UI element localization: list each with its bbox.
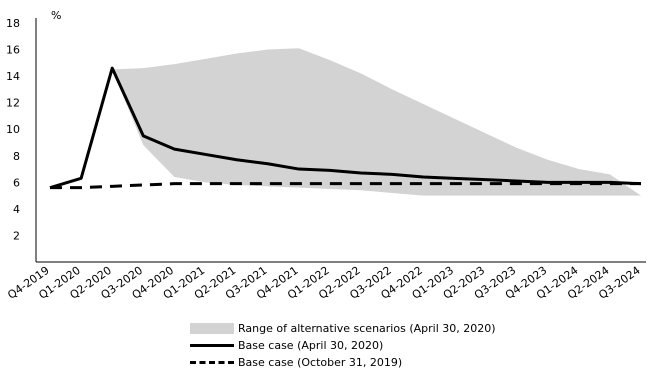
y-tick-label: 18 xyxy=(6,17,20,30)
legend-item-range: Range of alternative scenarios (April 30… xyxy=(190,320,496,337)
legend-label-range: Range of alternative scenarios (April 30… xyxy=(238,322,496,335)
legend-swatch-solid xyxy=(190,344,234,347)
y-tick-label: 10 xyxy=(6,123,20,136)
y-tick-label: 6 xyxy=(13,176,20,189)
legend-label-base-oct: Base case (October 31, 2019) xyxy=(238,356,403,369)
legend-item-base-apr: Base case (April 30, 2020) xyxy=(190,337,496,354)
scenario-range-band xyxy=(112,48,642,196)
y-tick-labels: 2 4 6 8 10 12 14 16 18 xyxy=(6,17,20,242)
x-tick-labels: Q4-2019Q1-2020Q2-2020Q3-2020Q4-2020Q1-20… xyxy=(5,264,642,302)
legend: Range of alternative scenarios (April 30… xyxy=(190,320,496,371)
legend-item-base-oct: Base case (October 31, 2019) xyxy=(190,354,496,371)
base-case-apr-2020-line xyxy=(49,66,642,190)
y-tick-label: 14 xyxy=(6,70,20,83)
legend-swatch-dashed xyxy=(190,361,234,364)
y-tick-label: 12 xyxy=(6,97,20,110)
y-axis-unit-label: % xyxy=(51,9,61,22)
legend-label-base-apr: Base case (April 30, 2020) xyxy=(238,339,384,352)
legend-swatch-band xyxy=(190,323,234,334)
y-tick-label: 4 xyxy=(13,203,20,216)
y-tick-label: 2 xyxy=(13,229,20,242)
y-tick-label: 8 xyxy=(13,150,20,163)
y-tick-label: 16 xyxy=(6,44,20,57)
